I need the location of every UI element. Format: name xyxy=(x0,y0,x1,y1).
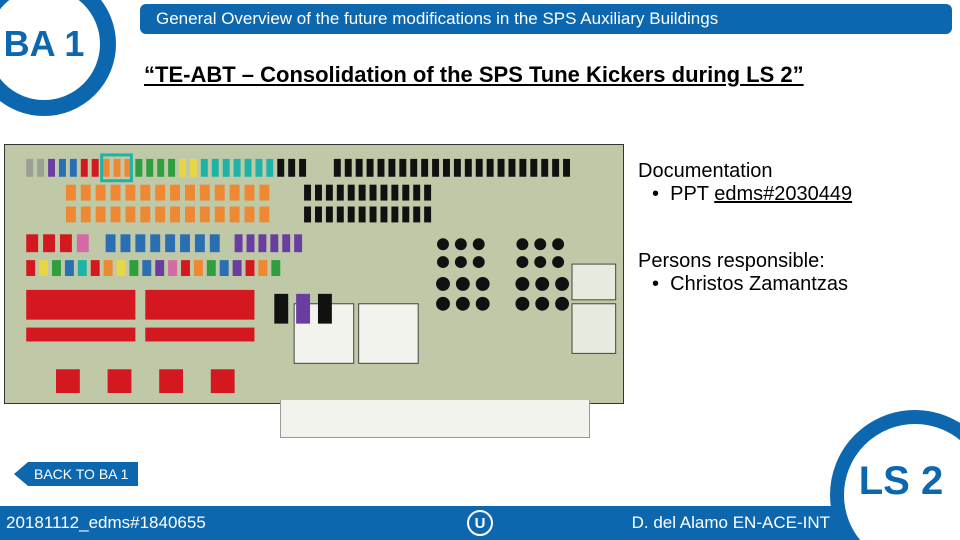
page-subtitle: “TE-ABT – Consolidation of the SPS Tune … xyxy=(144,62,920,88)
responsible-person-name: Christos Zamantzas xyxy=(670,273,848,295)
documentation-item: • PPT edms#2030449 xyxy=(652,183,852,206)
responsible-heading: Persons responsible: xyxy=(638,250,848,273)
documentation-heading: Documentation xyxy=(638,160,852,183)
header-banner: General Overview of the future modificat… xyxy=(140,4,952,34)
badge-left-label: BA 1 xyxy=(4,23,85,65)
badge-left: BA 1 xyxy=(0,0,116,116)
footer-bar: 20181112_edms#1840655 U D. del Alamo EN-… xyxy=(0,506,960,540)
badge-right: LS 2 xyxy=(830,410,960,540)
badge-right-label: LS 2 xyxy=(859,459,943,504)
floorplan-svg xyxy=(5,145,623,403)
footer-right-text: D. del Alamo EN-ACE-INT xyxy=(632,513,830,533)
arrow-left-icon xyxy=(14,462,28,486)
documentation-prefix: PPT xyxy=(670,183,709,205)
badge-right-wrap: LS 2 xyxy=(820,400,960,540)
header-title: General Overview of the future modificat… xyxy=(156,9,718,29)
footer-left-text: 20181112_edms#1840655 xyxy=(6,513,206,533)
documentation-edms-link[interactable]: edms#2030449 xyxy=(714,183,852,205)
responsible-block: Persons responsible: • Christos Zamantza… xyxy=(638,250,848,296)
footer-center-icon: U xyxy=(467,510,493,536)
back-button[interactable]: BACK TO BA 1 xyxy=(14,462,138,486)
documentation-block: Documentation • PPT edms#2030449 xyxy=(638,160,852,206)
badge-left-wrap: BA 1 xyxy=(0,0,160,160)
responsible-person: • Christos Zamantzas xyxy=(652,273,848,296)
floorplan-extension xyxy=(280,400,590,438)
floorplan xyxy=(4,144,624,404)
back-button-label: BACK TO BA 1 xyxy=(28,462,138,486)
